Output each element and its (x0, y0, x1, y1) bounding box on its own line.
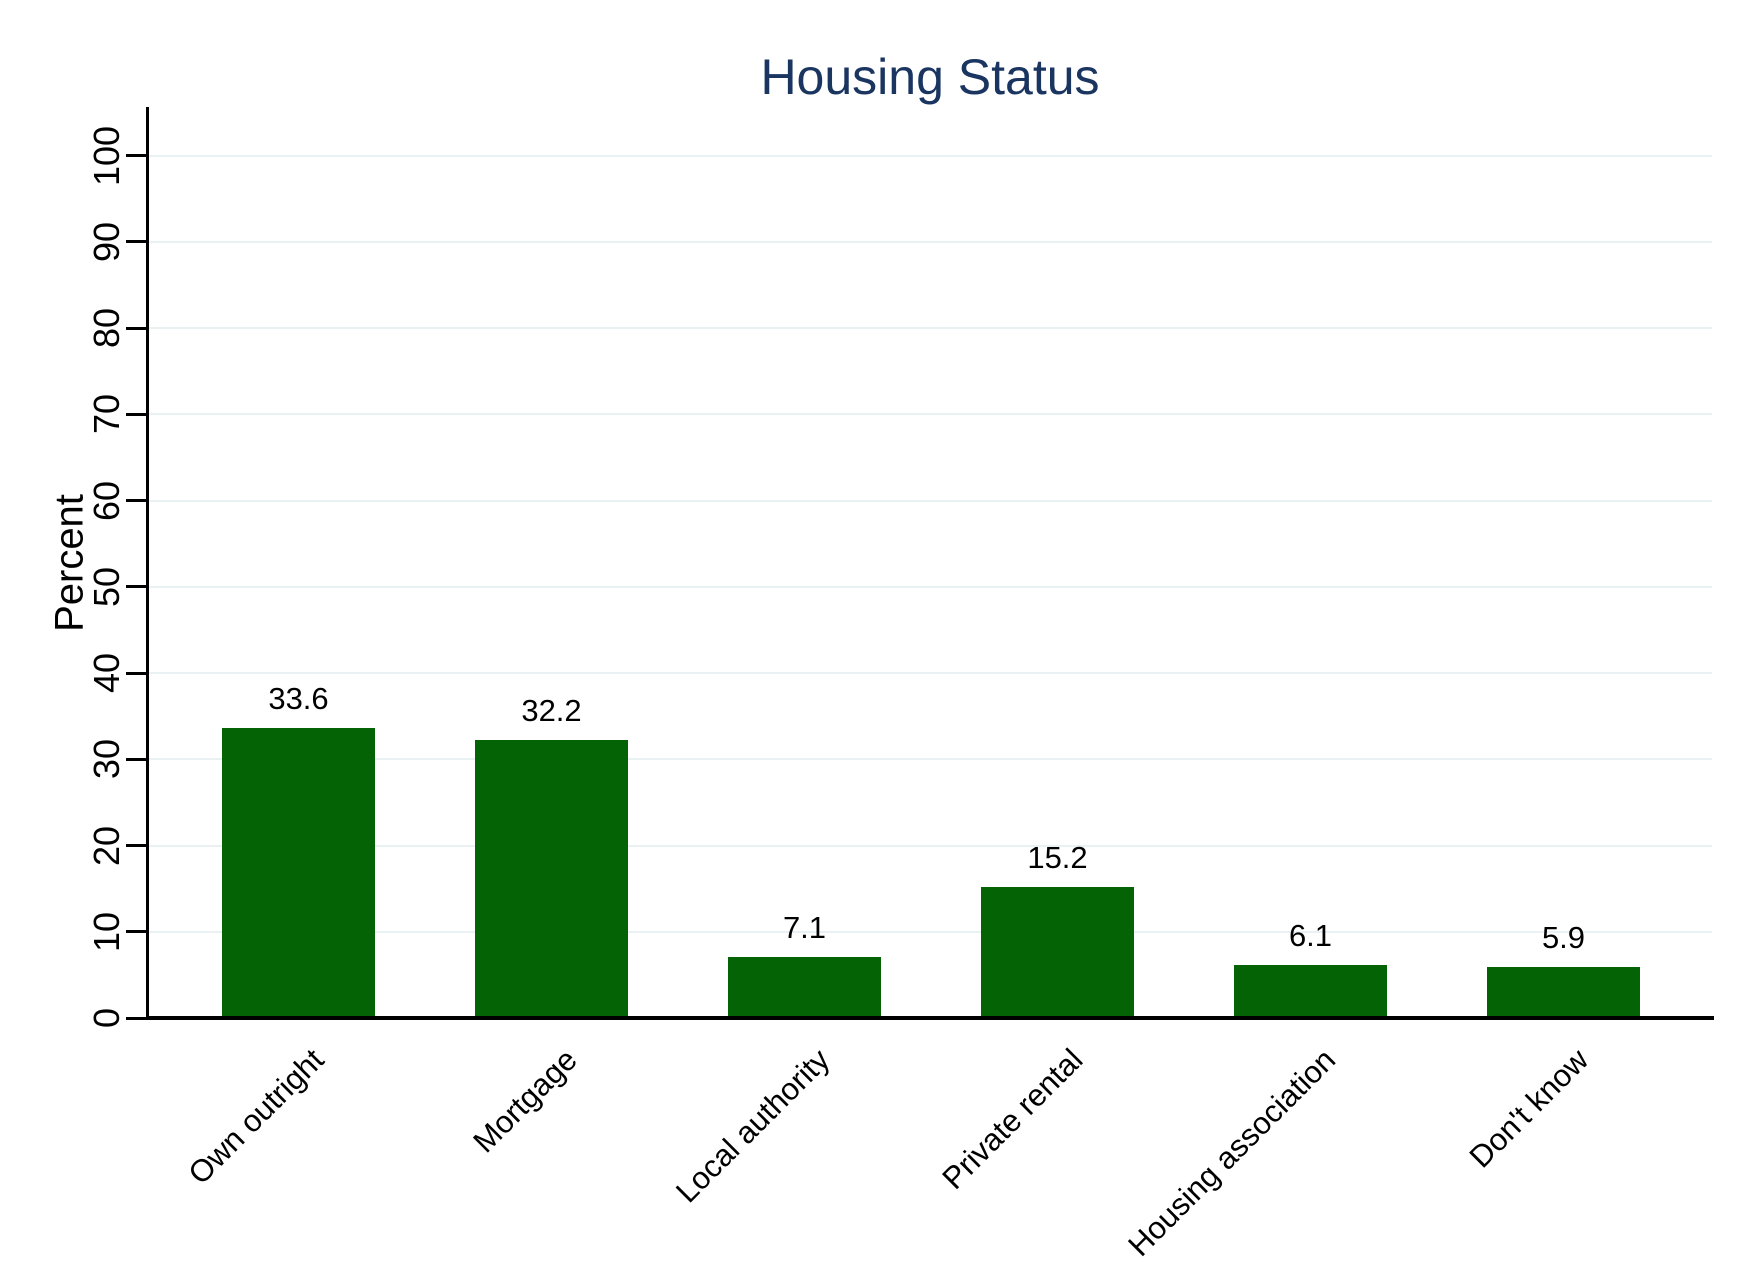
y-tick-label-10: 10 (86, 911, 127, 952)
category-label-2: Local authority (668, 1042, 837, 1210)
value-label-5: 5.9 (1541, 920, 1586, 956)
gridline-100 (148, 154, 1712, 157)
y-tick-label-100: 100 (86, 125, 127, 186)
y-tick-mark-20 (126, 844, 147, 847)
category-label-4: Housing association (1121, 1042, 1343, 1263)
y-tick-mark-50 (126, 585, 147, 589)
bar-1 (475, 740, 628, 1018)
y-tick-label-30: 30 (86, 739, 127, 780)
y-tick-label-90: 90 (86, 221, 127, 262)
value-label-4: 6.1 (1288, 918, 1333, 954)
gridline-50 (148, 585, 1712, 588)
y-tick-label-40: 40 (86, 652, 127, 694)
y-tick-mark-90 (126, 240, 147, 244)
bar-0 (222, 728, 375, 1018)
gridline-20 (148, 844, 1712, 847)
y-tick-mark-70 (126, 412, 147, 416)
category-label-0: Own outright (181, 1042, 331, 1192)
gridline-30 (148, 758, 1712, 761)
gridline-80 (148, 327, 1712, 329)
y-tick-label-20: 20 (86, 825, 127, 866)
y-tick-label-60: 60 (86, 480, 127, 521)
category-label-1: Mortgage (465, 1042, 584, 1160)
gridline-10 (148, 930, 1712, 933)
bar-4 (1234, 965, 1387, 1018)
gridline-70 (148, 413, 1712, 416)
y-tick-label-80: 80 (86, 307, 127, 349)
chart-title: Housing Status (760, 49, 1100, 105)
x-axis-line (146, 1016, 1714, 1020)
gridline-60 (148, 499, 1712, 502)
y-tick-mark-30 (126, 757, 147, 761)
gridline-90 (148, 240, 1712, 243)
y-tick-mark-60 (126, 499, 147, 502)
value-label-2: 7.1 (782, 909, 827, 945)
y-tick-mark-80 (126, 326, 147, 330)
bar-5 (1487, 967, 1640, 1018)
y-tick-mark-10 (126, 930, 147, 934)
y-axis-line (146, 107, 149, 1019)
value-label-0: 33.6 (268, 681, 329, 717)
category-label-5: Don't know (1462, 1042, 1596, 1175)
y-tick-label-70: 70 (86, 394, 127, 435)
y-tick-label-0: 0 (86, 1007, 127, 1029)
gridline-40 (148, 672, 1712, 674)
category-label-3: Private rental (935, 1042, 1090, 1196)
y-tick-label-50: 50 (86, 566, 127, 607)
bar-3 (981, 886, 1134, 1018)
bar-2 (728, 956, 881, 1018)
value-label-1: 32.2 (521, 693, 582, 729)
y-tick-mark-0 (126, 1016, 147, 1020)
y-tick-mark-100 (126, 154, 147, 157)
y-tick-mark-40 (126, 671, 147, 675)
value-label-3: 15.2 (1027, 839, 1088, 875)
